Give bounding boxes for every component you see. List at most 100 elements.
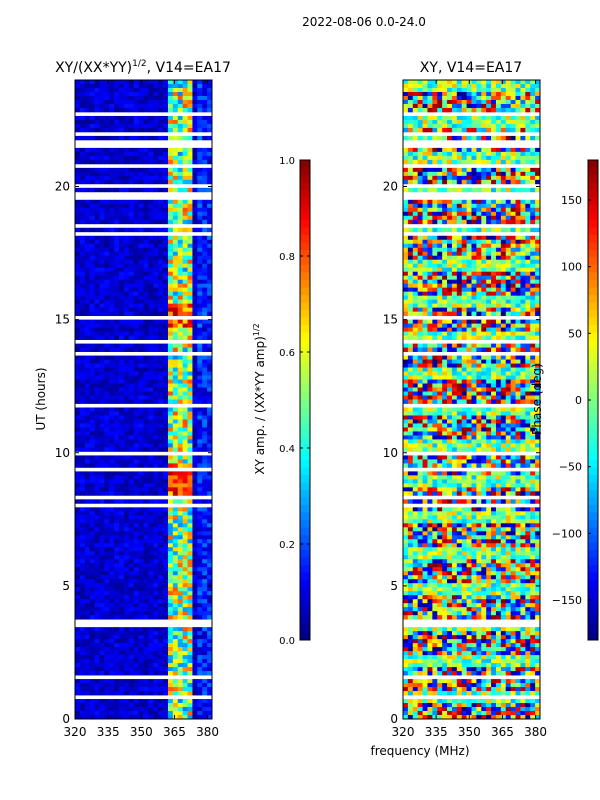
heatmap-cell (486, 187, 492, 193)
heatmap-cell (84, 299, 91, 305)
heatmap-cell (163, 411, 169, 416)
heatmap-cell (109, 463, 115, 468)
heatmap-cell (192, 343, 198, 348)
heatmap-cell (535, 155, 541, 161)
heatmap-cell (192, 83, 198, 89)
heatmap-cell (515, 115, 521, 121)
heatmap-cell (437, 227, 443, 233)
heatmap-cell (182, 263, 188, 269)
heatmap-cell (109, 323, 115, 329)
heatmap-cell (172, 559, 179, 564)
heatmap-cell (94, 363, 100, 368)
heatmap-cell (172, 471, 179, 476)
heatmap-cell (182, 355, 188, 360)
heatmap-cell (202, 575, 208, 580)
heatmap-cell (192, 439, 198, 444)
heatmap-cell (187, 487, 193, 492)
heatmap-cell (486, 147, 492, 153)
heatmap-cell (114, 671, 120, 676)
heatmap-cell (158, 95, 164, 101)
heatmap-cell (84, 479, 91, 484)
heatmap-cell (133, 571, 139, 576)
heatmap-cell (153, 587, 159, 592)
heatmap-cell (114, 399, 120, 404)
colorbar-swatch (300, 385, 310, 393)
colorbar-tick-label: 0.2 (279, 540, 295, 551)
heatmap-cell (403, 147, 409, 153)
heatmap-cell (182, 307, 188, 313)
heatmap-cell (158, 211, 164, 217)
heatmap-cell (187, 167, 193, 173)
heatmap-cell (143, 363, 149, 368)
heatmap-cell (99, 307, 105, 313)
heatmap-cell (172, 463, 179, 468)
heatmap-cell (172, 327, 179, 332)
heatmap-cell (192, 283, 198, 289)
heatmap-cell (99, 263, 105, 269)
heatmap-cell (119, 627, 125, 632)
heatmap-cell (163, 615, 169, 620)
heatmap-cell (407, 103, 414, 109)
heatmap-cell (207, 295, 213, 301)
heatmap-cell (187, 375, 193, 380)
heatmap-cell (75, 215, 81, 221)
heatmap-cell (451, 259, 458, 265)
heatmap-cell (138, 151, 144, 157)
heatmap-cell (172, 571, 179, 576)
heatmap-cell (525, 251, 531, 257)
heatmap-cell (167, 615, 174, 620)
heatmap-cell (123, 203, 130, 209)
heatmap-cell (461, 107, 467, 113)
heatmap-cell (177, 207, 184, 213)
heatmap-cell (114, 643, 120, 648)
heatmap-cell (133, 275, 139, 281)
heatmap-cell (114, 507, 120, 512)
heatmap-cell (94, 535, 100, 540)
heatmap-cell (99, 239, 105, 245)
heatmap-cell (177, 243, 184, 249)
heatmap-cell (163, 371, 169, 376)
heatmap-cell (114, 359, 120, 364)
heatmap-cell (114, 80, 120, 85)
heatmap-cell (143, 543, 149, 548)
heatmap-cell (99, 615, 105, 620)
heatmap-cell (197, 279, 203, 285)
heatmap-cell (427, 99, 433, 105)
colorbar-swatch (300, 482, 310, 491)
heatmap-cell (177, 291, 184, 297)
heatmap-cell (182, 563, 188, 568)
heatmap-cell (114, 631, 120, 636)
heatmap-cell (114, 291, 120, 297)
heatmap-cell (417, 219, 423, 225)
heatmap-cell (417, 259, 423, 265)
heatmap-cell (84, 167, 91, 173)
heatmap-cell (148, 227, 154, 233)
heatmap-cell (84, 591, 91, 596)
heatmap-cell (148, 615, 154, 620)
heatmap-cell (99, 639, 105, 644)
heatmap-cell (182, 107, 188, 113)
heatmap-cell (89, 479, 95, 484)
heatmap-cell (119, 107, 125, 113)
heatmap-cell (202, 155, 208, 161)
heatmap-cell (89, 539, 95, 544)
heatmap-cell (207, 391, 213, 396)
heatmap-cell (530, 127, 536, 133)
heatmap-cell (177, 703, 184, 708)
heatmap-cell (491, 187, 497, 193)
heatmap-cell (167, 379, 174, 384)
heatmap-cell (75, 691, 81, 696)
heatmap-cell (84, 199, 91, 205)
heatmap-cell (207, 415, 213, 420)
heatmap-cell (94, 455, 100, 460)
heatmap-cell (109, 531, 115, 536)
heatmap-cell (177, 643, 184, 648)
heatmap-cell (466, 151, 472, 157)
heatmap-cell (109, 159, 115, 165)
heatmap-cell (427, 95, 433, 101)
heatmap-cell (177, 323, 184, 329)
heatmap-cell (197, 635, 203, 640)
heatmap-cell (148, 511, 154, 516)
heatmap-cell (432, 103, 438, 109)
heatmap-cell (133, 363, 139, 368)
